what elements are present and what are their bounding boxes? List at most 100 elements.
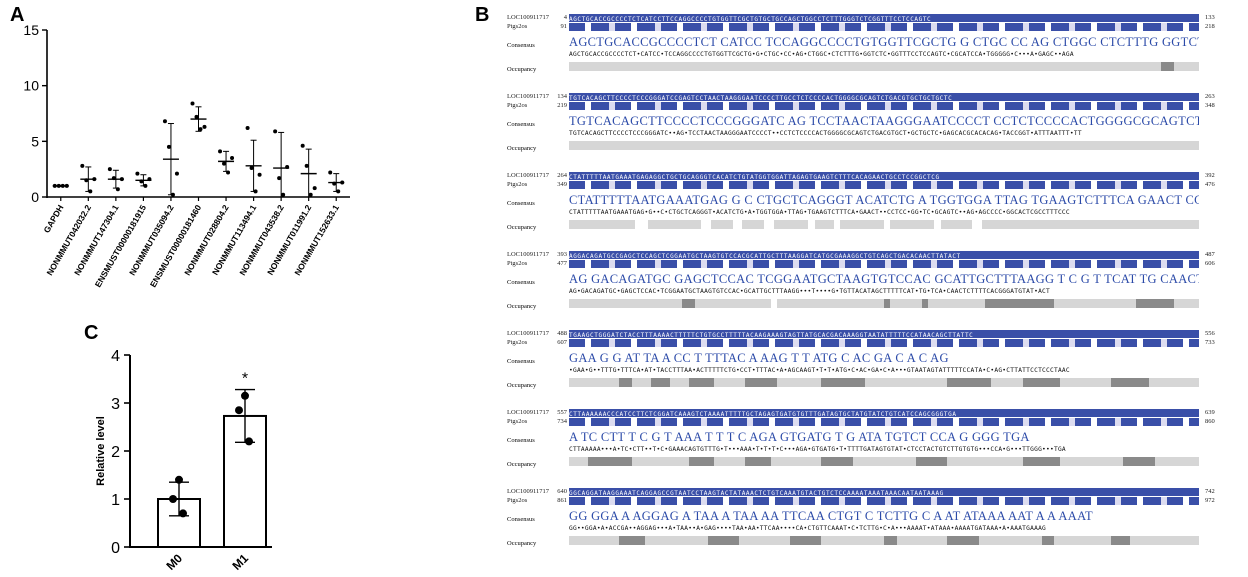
seq2-row: Ptgs2os 734 860: [505, 416, 1245, 428]
occupancy-label: Occupancy: [507, 66, 537, 73]
data-point-c: [179, 509, 187, 518]
panel-label-a: A: [10, 4, 25, 26]
alignment-block: LOC100911717 640 GGCAGGATAAGGAAATCAGGAGCCG…: [505, 486, 1245, 562]
data-point-a: [143, 183, 148, 188]
data-point-a: [312, 186, 317, 191]
data-point-a: [147, 177, 152, 182]
data-point-a: [222, 161, 227, 166]
consensus-detail: TGTCACAGCTTCCCCTCCCGGGATC••AG•TCCTAACTAA…: [569, 130, 1082, 137]
data-point-a: [285, 164, 290, 169]
occupancy-low-segment: [1123, 457, 1155, 466]
data-point-a: [190, 101, 195, 106]
seq1-track: AGGACAGATGCCGAGCTCCAGCTCGGAATGCTAAGTGTCC…: [569, 251, 1199, 259]
y-tick-label-c: 3: [111, 396, 120, 413]
occupancy-gap-segment: [808, 220, 815, 229]
seq1-track: CTTAAAAAACCCATCCTTCTCGGATCAAAGTCTAAAATTT…: [569, 409, 1199, 417]
seq2-end: 972: [1205, 497, 1215, 504]
occupancy-bar: [569, 457, 1199, 466]
data-point-a: [308, 192, 313, 197]
occupancy-low-segment: [688, 378, 714, 387]
seq1-row: LOC100911717 134 TGTCACAGCTTCCCCTCCCGGGATC…: [505, 91, 1245, 103]
seq1-start: 488: [557, 330, 567, 337]
consensus-label: Consensus: [507, 437, 535, 444]
data-point-c: [241, 391, 249, 400]
occupancy-label: Occupancy: [507, 145, 537, 152]
seq2-track: [569, 497, 1199, 505]
data-point-a: [249, 166, 254, 171]
seq2-track: [569, 418, 1199, 426]
occupancy-gap-segment: [764, 220, 774, 229]
y-tick-label-c: 4: [111, 348, 120, 365]
data-point-a: [170, 192, 175, 197]
chart-a: 051015GAPDHNONMMUT042032.2NONMMUT147304.…: [23, 22, 350, 289]
seq2-track: [569, 102, 1199, 110]
data-point-a: [328, 170, 333, 175]
alignment-block: LOC100911717 264 CTATTTTTAATGAAATGAGAGGCTG…: [505, 170, 1245, 246]
occupancy-low-segment: [688, 457, 714, 466]
occupancy-bar: [569, 141, 1199, 150]
occupancy-low-segment: [915, 457, 947, 466]
data-point-c: [235, 406, 243, 415]
seq1-residues: TGAAGCTGGGATCTACCTTTAAAACTTTTTCTGTGCCTTT…: [569, 332, 974, 338]
occupancy-low-segment: [821, 378, 866, 387]
seq2-row: Ptgs2os 477 606: [505, 258, 1245, 270]
data-point-a: [281, 192, 286, 197]
seq2-row: Ptgs2os 349 476: [505, 179, 1245, 191]
occupancy-low-segment: [619, 378, 632, 387]
seq2-name: Ptgs2os: [507, 260, 528, 267]
seq2-name: Ptgs2os: [507, 418, 528, 425]
consensus-detail: CTTAAAAA•••A•TC•CTT••T•C•GAAACAGTGTTTG•T…: [569, 446, 1066, 453]
occupancy-low-segment: [587, 457, 632, 466]
seq2-end: 476: [1205, 181, 1215, 188]
y-tick-label-a: 15: [23, 22, 39, 38]
seq2-end: 606: [1205, 260, 1215, 267]
occupancy-gap-segment: [770, 299, 777, 308]
data-point-a: [304, 163, 309, 168]
occupancy-label: Occupancy: [507, 382, 537, 389]
seq2-name: Ptgs2os: [507, 102, 528, 109]
data-point-a: [60, 183, 65, 188]
alignment-block: LOC100911717 134 TGTCACAGCTTCCCCTCCCGGGATC…: [505, 91, 1245, 167]
data-point-a: [226, 170, 231, 175]
y-tick-label-c: 2: [111, 444, 120, 461]
seq1-name: LOC100911717: [507, 93, 550, 100]
alignment-block: LOC100911717 4 AGCTGCACCGCCCCTCTCATCCTTCCA…: [505, 12, 1245, 88]
data-point-a: [56, 183, 61, 188]
occupancy-low-segment: [947, 378, 992, 387]
seq1-end: 392: [1205, 172, 1215, 179]
consensus-sequence: AG GACAGATGC GAGCTCCAC TCGGAATGCTAAGTGTC…: [569, 273, 1199, 286]
seq1-residues: CTTAAAAAACCCATCCTTCTCGGATCAAAGTCTAAAATTT…: [569, 411, 957, 417]
x-tick-label-a: ENSMUST00000181915: [93, 203, 149, 289]
data-point-a: [257, 172, 262, 177]
panel-label-c: C: [84, 322, 99, 344]
data-point-a: [340, 180, 345, 185]
seq1-start: 557: [557, 409, 567, 416]
consensus-sequence: A TC CTT T C G T AAA T T T C AGA GTGATG …: [569, 431, 1030, 444]
data-point-a: [92, 177, 97, 182]
seq1-residues: AGCTGCACCGCCCCTCTCATCCTTCCAGGCCCCTGTGGTT…: [569, 16, 932, 22]
occupancy-bar: [569, 378, 1199, 387]
occupancy-low-segment: [921, 299, 929, 308]
occupancy-low-segment: [1041, 536, 1055, 545]
seq1-row: LOC100911717 4 AGCTGCACCGCCCCTCTCATCCTTCCA…: [505, 12, 1245, 24]
occupancy-low-segment: [619, 536, 645, 545]
seq1-residues: AGGACAGATGCCGAGCTCCAGCTCGGAATGCTAAGTGTCC…: [569, 253, 961, 259]
consensus-sequence: GG GGA A AGGAG A TAA A TAA AA TTCAA CTGT…: [569, 510, 1093, 523]
seq1-start: 264: [557, 172, 567, 179]
occupancy-bar: [569, 299, 1199, 308]
seq2-name: Ptgs2os: [507, 23, 528, 30]
seq1-residues: TGTCACAGCTTCCCCTCCCGGGATCCGAGTCCTAACTAAG…: [569, 95, 953, 101]
y-tick-label-a: 10: [23, 78, 39, 94]
consensus-label: Consensus: [507, 279, 535, 286]
data-point-a: [64, 183, 69, 188]
seq1-name: LOC100911717: [507, 14, 550, 21]
data-point-a: [194, 114, 199, 119]
data-point-a: [300, 143, 305, 148]
data-point-a: [230, 156, 235, 161]
panel-label-b: B: [475, 4, 490, 26]
occupancy-low-segment: [1136, 299, 1174, 308]
data-point-c: [175, 475, 183, 484]
seq1-residues: CTATTTTTAATGAAATGAGAGGCTGCTGCAGGGTCACATC…: [569, 174, 940, 180]
x-tick-label-a: ENSMUST00000181460: [148, 203, 204, 289]
data-point-a: [273, 129, 278, 134]
